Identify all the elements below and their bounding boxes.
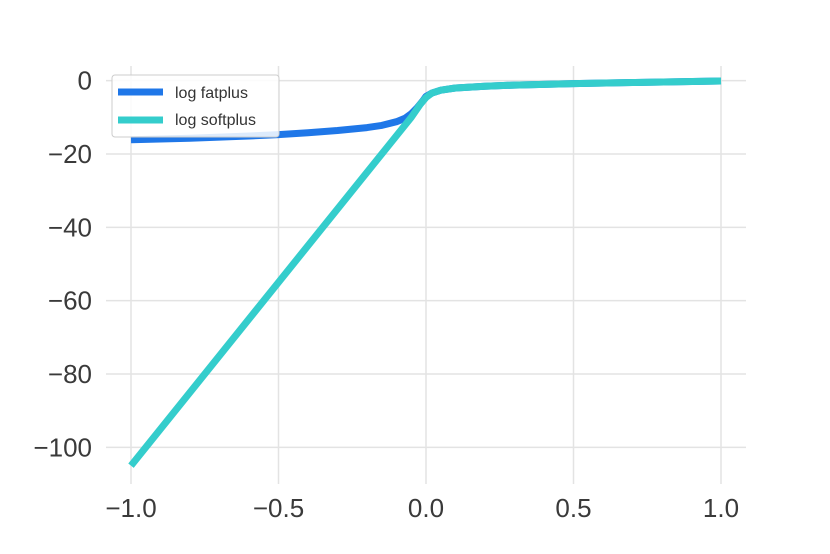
x-tick-label: −0.5 (253, 493, 304, 523)
y-tick-label: −80 (48, 359, 92, 389)
legend-label-log-softplus: log softplus (175, 112, 256, 129)
series-line-log-softplus (128, 77, 722, 468)
y-tick-label: −60 (48, 286, 92, 316)
x-tick-label: 0.0 (408, 493, 444, 523)
y-tick-label: −20 (48, 139, 92, 169)
y-tick-label: 0 (78, 66, 92, 96)
legend: log fatplus log softplus (111, 74, 280, 138)
y-tick-label: −40 (48, 212, 92, 242)
x-tick-label: 1.0 (703, 493, 739, 523)
x-axis-tick-labels: −1.0 −0.5 0.0 0.5 1.0 (105, 493, 739, 523)
legend-label-log-fatplus: log fatplus (175, 85, 248, 102)
x-tick-label: −1.0 (105, 493, 156, 523)
x-tick-label: 0.5 (555, 493, 591, 523)
y-axis-tick-labels: 0 −20 −40 −60 −80 −100 (33, 66, 92, 463)
y-tick-label: −100 (33, 432, 92, 462)
